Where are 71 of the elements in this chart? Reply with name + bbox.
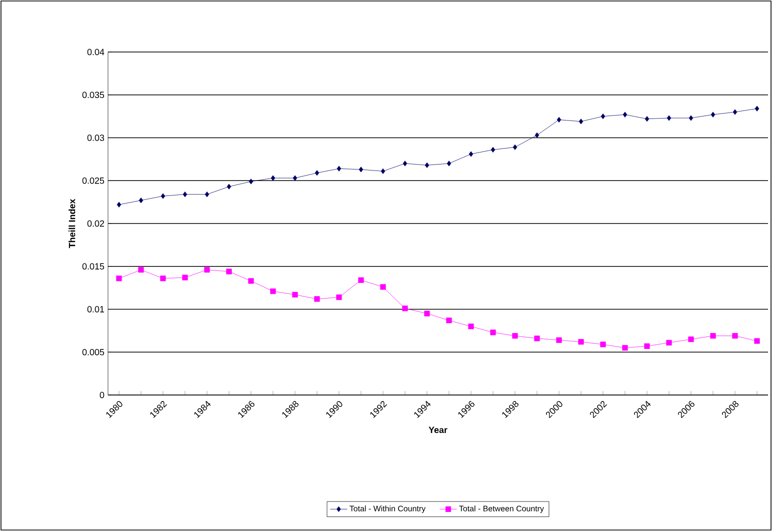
point xyxy=(710,333,716,339)
point xyxy=(600,114,606,120)
y-tick-label: 0.015 xyxy=(82,263,104,270)
point xyxy=(754,338,760,344)
point xyxy=(292,175,298,181)
y-tick-label: 0.04 xyxy=(87,48,104,56)
point xyxy=(578,339,584,345)
point xyxy=(160,276,166,282)
point xyxy=(490,146,496,153)
point xyxy=(248,278,254,284)
y-tick-label: 0.01 xyxy=(87,306,104,312)
point xyxy=(578,118,584,124)
x-axis-title: Year xyxy=(428,426,448,434)
point xyxy=(446,160,452,166)
point xyxy=(358,166,364,172)
y-tick-label: 0.03 xyxy=(87,134,104,141)
point xyxy=(534,336,540,342)
y-tick-label: 0.025 xyxy=(82,177,104,184)
point xyxy=(314,170,320,176)
point xyxy=(182,274,188,280)
point xyxy=(270,288,276,294)
point xyxy=(688,336,694,342)
point xyxy=(138,198,144,204)
point xyxy=(336,294,342,300)
point xyxy=(402,306,408,312)
point xyxy=(556,116,562,123)
point xyxy=(512,333,518,339)
point xyxy=(688,115,694,121)
point xyxy=(380,168,386,174)
point xyxy=(380,284,386,290)
point xyxy=(556,337,562,343)
point xyxy=(138,267,144,273)
point xyxy=(336,166,342,172)
point xyxy=(182,192,188,198)
y-tick-label: 0.005 xyxy=(82,348,104,356)
point xyxy=(424,162,430,168)
point xyxy=(666,340,672,346)
point xyxy=(534,132,540,138)
point xyxy=(446,318,452,324)
point xyxy=(490,330,496,336)
point xyxy=(248,178,254,184)
point xyxy=(402,160,408,166)
point xyxy=(600,342,606,348)
point xyxy=(116,202,122,208)
y-tick-label: 0.035 xyxy=(82,92,104,98)
point xyxy=(754,106,760,112)
point xyxy=(270,175,276,181)
point xyxy=(622,112,628,118)
y-tick-label: 0 xyxy=(100,392,104,398)
point xyxy=(622,345,628,351)
point xyxy=(314,296,320,302)
y-tick-label: 0.02 xyxy=(87,220,104,227)
point xyxy=(160,193,166,199)
point xyxy=(204,267,210,273)
point xyxy=(116,276,122,282)
point xyxy=(512,144,518,150)
point xyxy=(644,343,650,349)
point xyxy=(292,292,298,298)
point xyxy=(226,268,232,274)
point xyxy=(424,310,430,316)
point xyxy=(358,277,364,283)
point xyxy=(468,151,474,157)
point xyxy=(666,115,672,121)
point xyxy=(732,333,738,339)
point xyxy=(226,184,232,190)
point xyxy=(710,112,716,118)
point xyxy=(204,192,210,198)
point xyxy=(732,109,738,115)
point xyxy=(468,324,474,330)
y-axis-title: Theill Index xyxy=(68,198,76,248)
point xyxy=(644,116,650,122)
